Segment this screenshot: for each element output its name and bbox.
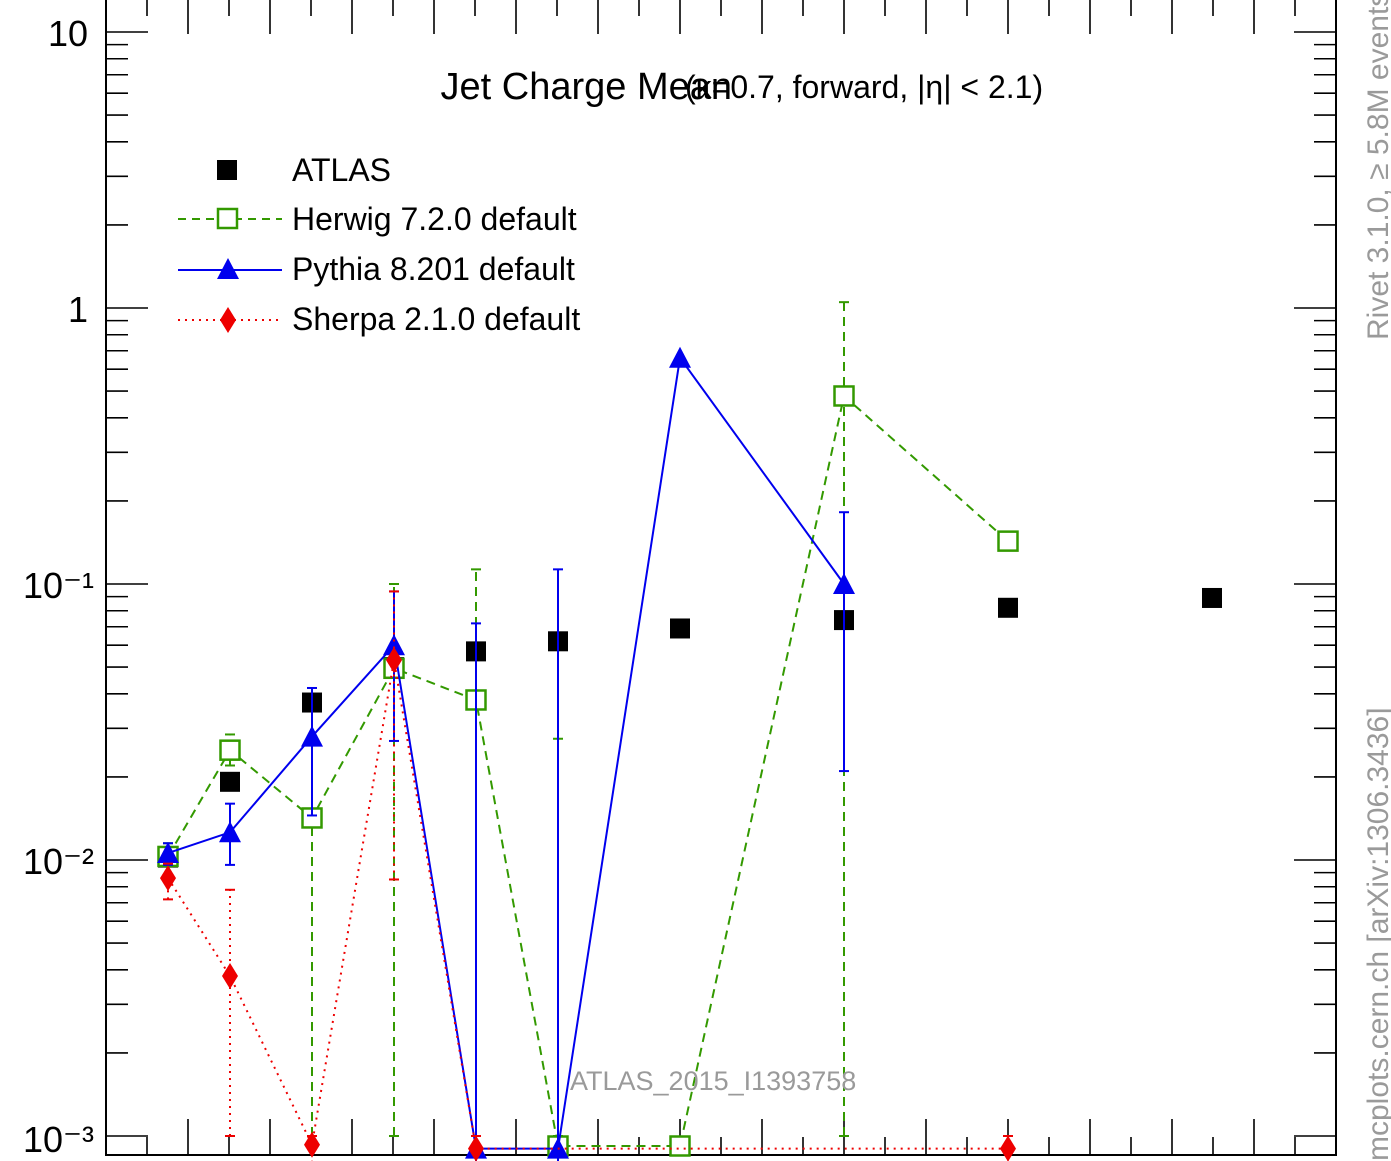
legend-label-herwig: Herwig 7.2.0 default: [292, 201, 577, 237]
data-point-3-5: [1000, 1135, 1016, 1161]
data-point-1-1: [219, 739, 241, 761]
analysis-label: ATLAS_2015_I1393758: [570, 1066, 856, 1096]
data-point-2-2: [301, 725, 323, 747]
data-point-2-1: [219, 821, 241, 843]
legend-label-atlas: ATLAS: [292, 152, 391, 188]
y-tick-label-0.1: 10⁻¹: [23, 565, 94, 606]
chart-title: Jet Charge Mean: [441, 66, 733, 108]
y-tick-label-10: 10: [48, 13, 88, 54]
data-point-3-2: [304, 1131, 320, 1158]
data-point-3-1: [222, 962, 238, 989]
y-tick-labels: 10 1 10⁻¹ 10⁻² 10⁻³: [23, 13, 94, 1160]
data-point-0-6: [670, 618, 690, 639]
legend: ATLAS Herwig 7.2.0 default Pythia 8.201 …: [178, 152, 580, 337]
data-point-3-3: [386, 647, 402, 674]
legend-label-pythia: Pythia 8.201 default: [292, 251, 575, 287]
side-label-mcplots: mcplots.cern.ch [arXiv:1306.3436]: [1362, 707, 1391, 1161]
legend-label-sherpa: Sherpa 2.1.0 default: [292, 301, 580, 337]
series-line-2: [167, 355, 845, 1150]
data-point-2-6: [669, 346, 691, 368]
legend-marker-herwig: [216, 207, 239, 230]
data-point-3-0: [160, 865, 176, 892]
axis-ticks: [106, 0, 1336, 1155]
chart-subtitle: (κ=0.7, forward, |η| < 2.1): [685, 69, 1043, 105]
data-point-0-8: [998, 597, 1018, 618]
data-point-1-6: [669, 1135, 691, 1157]
legend-marker-atlas: [217, 160, 237, 180]
y-tick-label-0.01: 10⁻²: [23, 841, 94, 882]
data-point-2-0: [157, 842, 179, 864]
plot-frame: [105, 0, 1337, 1156]
data-point-3-4: [468, 1135, 484, 1161]
data-point-2-7: [833, 573, 855, 594]
legend-marker-pythia: [217, 258, 239, 279]
y-tick-label-0.001: 10⁻³: [23, 1119, 94, 1160]
series-line-1: [167, 394, 1009, 1147]
data-point-1-7: [833, 385, 855, 407]
data-point-0-1: [220, 771, 240, 792]
data-layer: [157, 301, 1222, 1161]
y-tick-label-1: 1: [68, 289, 88, 330]
data-point-2-3: [383, 634, 405, 656]
side-label-rivet: Rivet 3.1.0, ≥ 5.8M events: [1362, 0, 1391, 340]
data-point-0-9: [1202, 587, 1222, 608]
legend-marker-sherpa: [220, 307, 236, 333]
data-point-1-8: [997, 530, 1019, 552]
